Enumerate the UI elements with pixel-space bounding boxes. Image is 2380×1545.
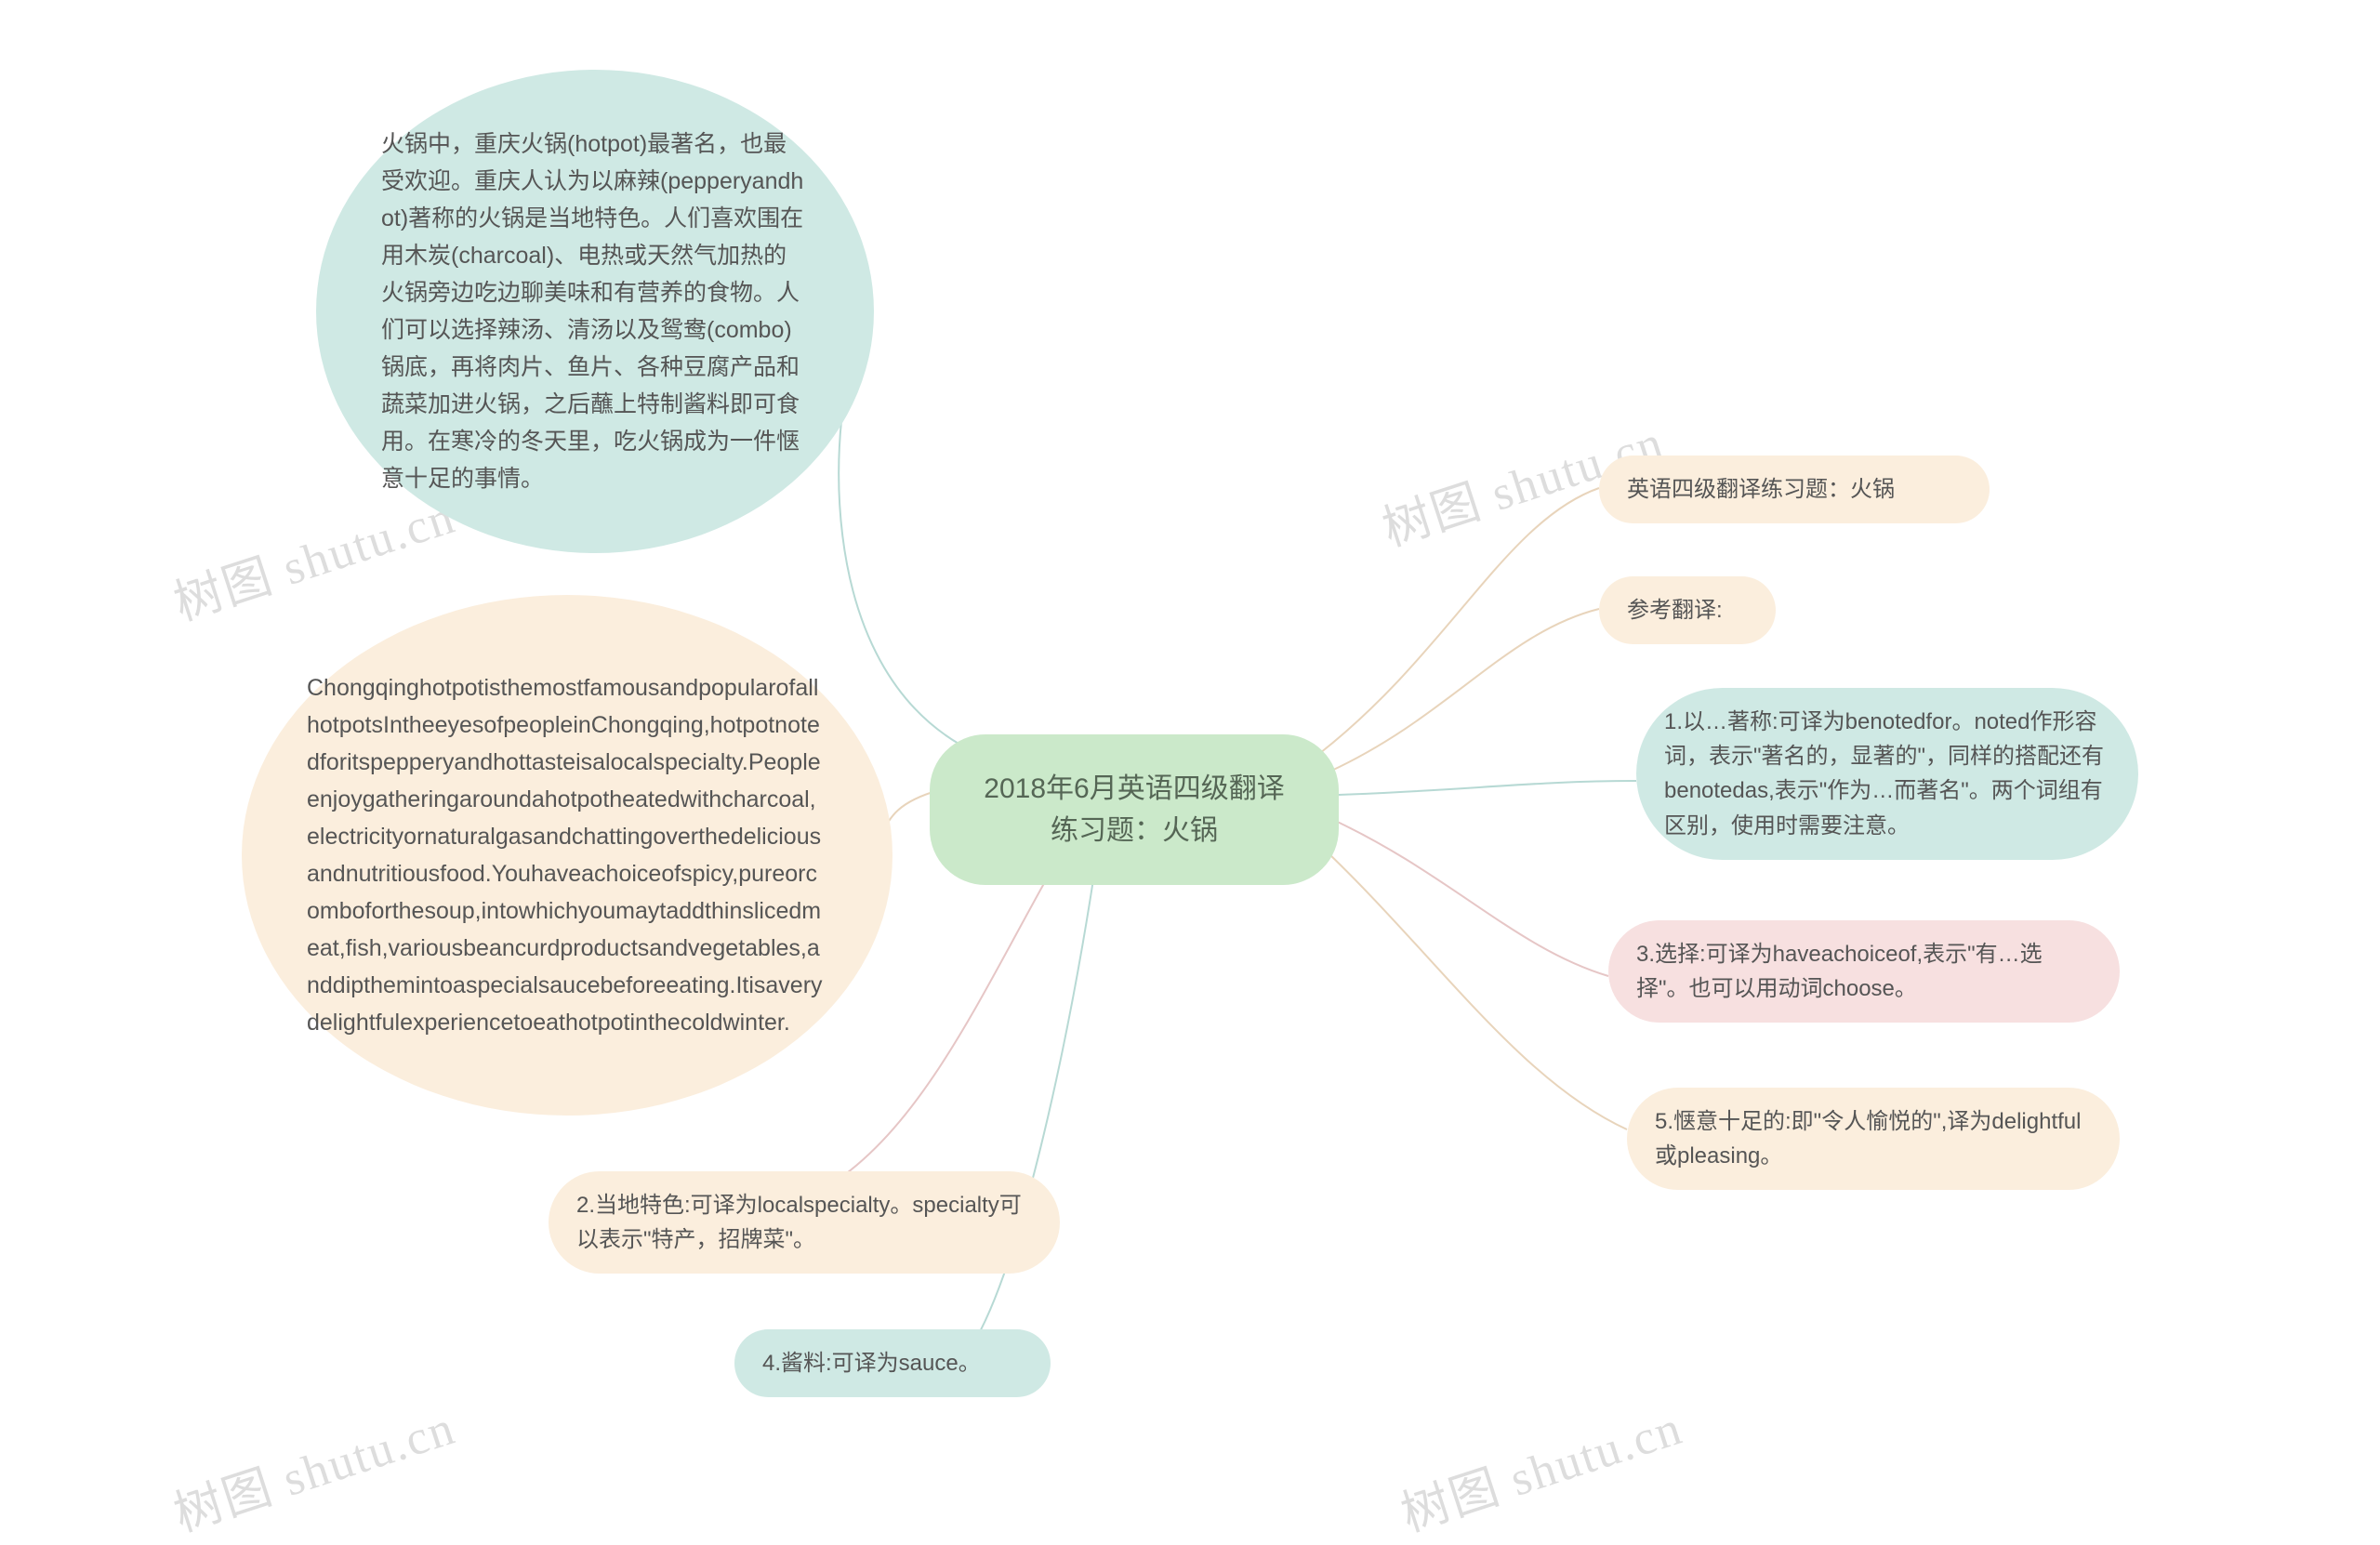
watermark: 树图 shutu.cn <box>164 477 463 633</box>
edge-n7 <box>1339 781 1636 795</box>
node-text: 5.惬意十足的:即"令人愉悦的",译为delightful或pleasing。 <box>1655 1109 2081 1169</box>
edge-n1 <box>839 353 976 753</box>
mindmap-node-n2[interactable]: Chongqinghotpotisthemostfamousandpopular… <box>242 595 892 1116</box>
mindmap-node-n4[interactable]: 4.酱料:可译为sauce。 <box>734 1329 1051 1397</box>
edge-n5 <box>1320 488 1599 753</box>
node-text: Chongqinghotpotisthemostfamousandpopular… <box>307 669 827 1041</box>
edge-n9 <box>1311 837 1627 1129</box>
mindmap-node-n7[interactable]: 1.以…著称:可译为benotedfor。noted作形容词，表示"著名的，显著… <box>1636 688 2138 860</box>
mindmap-center-node[interactable]: 2018年6月英语四级翻译练习题：火锅 <box>930 734 1339 885</box>
mindmap-node-n3[interactable]: 2.当地特色:可译为localspecialty。specialty可以表示"特… <box>549 1171 1060 1274</box>
node-text: 参考翻译: <box>1627 598 1723 623</box>
node-text: 2.当地特色:可译为localspecialty。specialty可以表示"特… <box>576 1193 1022 1252</box>
edge-n8 <box>1329 818 1608 976</box>
mindmap-node-n6[interactable]: 参考翻译: <box>1599 576 1776 644</box>
center-node-text: 2018年6月英语四级翻译练习题：火锅 <box>984 773 1284 846</box>
node-text: 火锅中，重庆火锅(hotpot)最著名，也最受欢迎。重庆人认为以麻辣(peppe… <box>381 125 809 497</box>
node-text: 3.选择:可译为haveachoiceof,表示"有…选择"。也可以用动词cho… <box>1636 942 2043 1001</box>
node-text: 1.以…著称:可译为benotedfor。noted作形容词，表示"著名的，显著… <box>1664 709 2104 839</box>
mindmap-node-n9[interactable]: 5.惬意十足的:即"令人愉悦的",译为delightful或pleasing。 <box>1627 1088 2120 1190</box>
mindmap-node-n5[interactable]: 英语四级翻译练习题：火锅 <box>1599 456 1990 523</box>
mindmap-node-n1[interactable]: 火锅中，重庆火锅(hotpot)最著名，也最受欢迎。重庆人认为以麻辣(peppe… <box>316 70 874 553</box>
watermark: 树图 shutu.cn <box>164 1388 463 1544</box>
watermark: 树图 shutu.cn <box>1391 1388 1690 1544</box>
edge-n6 <box>1329 609 1599 772</box>
mindmap-node-n8[interactable]: 3.选择:可译为haveachoiceof,表示"有…选择"。也可以用动词cho… <box>1608 920 2120 1023</box>
node-text: 英语四级翻译练习题：火锅 <box>1627 477 1895 502</box>
node-text: 4.酱料:可译为sauce。 <box>762 1351 981 1376</box>
